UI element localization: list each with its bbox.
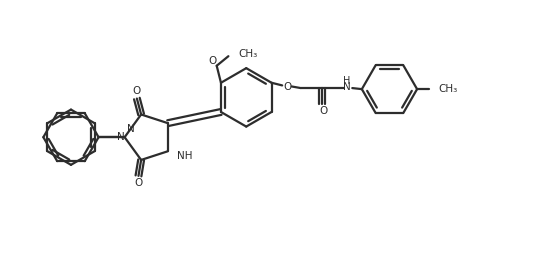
Text: O: O — [208, 56, 217, 66]
Text: N: N — [127, 124, 135, 134]
Text: CH₃: CH₃ — [239, 49, 258, 59]
Text: O: O — [133, 86, 141, 96]
Text: CH₃: CH₃ — [438, 84, 457, 94]
Text: O: O — [134, 178, 143, 188]
Text: O: O — [284, 82, 292, 92]
Text: O: O — [319, 107, 328, 116]
Text: N: N — [117, 132, 125, 142]
Text: NH: NH — [178, 150, 193, 161]
Text: N: N — [343, 82, 351, 92]
Text: H: H — [343, 76, 350, 86]
